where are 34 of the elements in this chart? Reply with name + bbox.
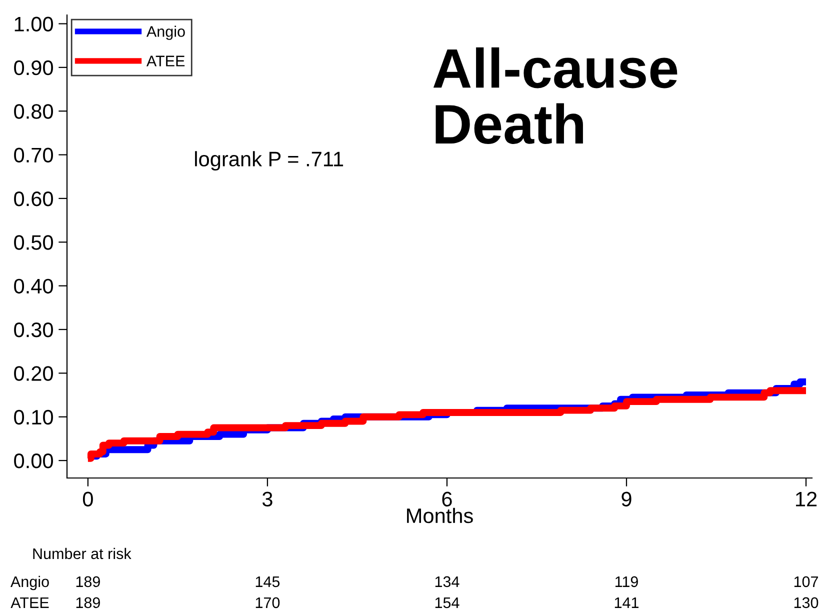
- y-tick-label: 0.60: [14, 191, 53, 206]
- text: All-cause Death: [433, 47, 678, 144]
- text: 107: [794, 576, 818, 588]
- y-tick-label: 0.20: [14, 366, 53, 381]
- legend-label: Angio: [146, 26, 185, 40]
- text: 145: [256, 576, 280, 588]
- y-tick-label: 0.80: [14, 104, 53, 119]
- x-tick-label: 6: [442, 492, 452, 506]
- text: Angio: [10, 576, 49, 590]
- x-tick-label: 12: [796, 492, 817, 506]
- y-tick-label: 0.50: [14, 235, 53, 250]
- text: 134: [435, 576, 460, 588]
- x-axis-title: Months: [407, 508, 473, 524]
- text: 189: [76, 576, 100, 588]
- y-tick-label: 0.40: [14, 278, 53, 294]
- y-tick-label: 0.70: [14, 148, 53, 163]
- text: 119: [615, 576, 638, 588]
- text: Number at risk: [33, 548, 132, 560]
- text: 170: [256, 597, 280, 608]
- y-tick-label: 0.10: [14, 410, 53, 425]
- x-tick-label: 9: [622, 492, 632, 506]
- x-tick-label: 3: [262, 492, 272, 506]
- text: 154: [435, 597, 460, 608]
- y-tick-label: 0.30: [14, 322, 53, 338]
- legend-label: ATEE: [146, 56, 185, 66]
- text: 189: [76, 597, 100, 608]
- annotation: logrank P = .711: [195, 151, 344, 171]
- text: 130: [794, 597, 818, 608]
- text: ATEE: [10, 597, 49, 608]
- text: 141: [614, 597, 638, 608]
- y-tick-label: 0.00: [14, 454, 53, 468]
- y-tick-label: 0.90: [14, 60, 53, 76]
- y-tick-label: 1.00: [14, 16, 53, 32]
- x-tick-label: 0: [82, 492, 93, 506]
